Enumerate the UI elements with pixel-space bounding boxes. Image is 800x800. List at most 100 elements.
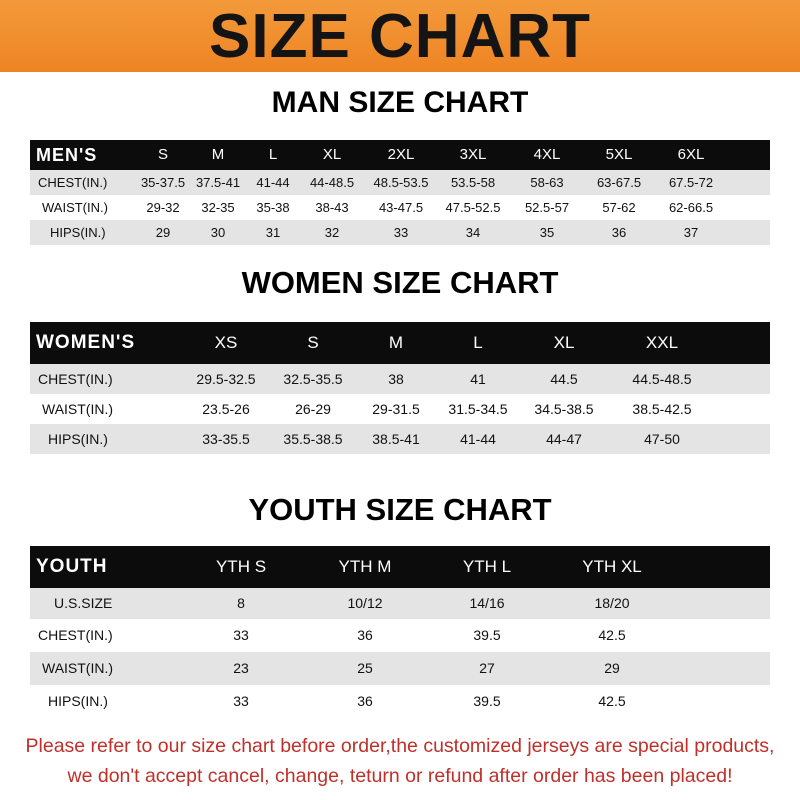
size-value: 38-43 [315, 200, 349, 215]
size-label: 4XL [533, 146, 561, 163]
size-value: 29 [155, 225, 171, 240]
size-value: 39.5 [473, 693, 501, 709]
size-value: 23.5-26 [202, 401, 250, 417]
size-label: XS [214, 333, 238, 352]
size-value: 47.5-52.5 [445, 200, 501, 215]
size-value: 31.5-34.5 [448, 401, 508, 417]
size-value: 18/20 [594, 595, 630, 611]
size-value: 32 [324, 225, 340, 240]
size-value: 52.5-57 [524, 200, 570, 215]
size-value: 37 [683, 225, 699, 240]
size-value: 33 [233, 693, 249, 709]
size-value: 44-48.5 [309, 175, 355, 190]
size-value: 41-44 [460, 431, 496, 447]
size-value: 58-63 [530, 175, 564, 190]
size-value: 8 [237, 595, 245, 611]
size-value: 32.5-35.5 [283, 371, 343, 387]
size-label: M [388, 333, 404, 352]
men-table-row: HIPS(IN.) 29 30 31 32 33 34 35 36 37 [30, 220, 770, 245]
size-value: 27 [479, 660, 495, 676]
size-value: 53.5-58 [450, 175, 496, 190]
size-value: 38.5-42.5 [632, 401, 692, 417]
size-value: 43-47.5 [378, 200, 424, 215]
row-label: CHEST(IN.) [38, 175, 108, 190]
size-value: 33 [233, 627, 249, 643]
size-label: YTH L [462, 557, 512, 576]
size-value: 29-31.5 [372, 401, 420, 417]
size-label: L [268, 146, 278, 163]
footer-notice-line-2: we don't accept cancel, change, teturn o… [67, 765, 733, 787]
youth-table-row: HIPS(IN.) 33 36 39.5 42.5 [30, 685, 770, 717]
size-value: 62-66.5 [668, 200, 714, 215]
size-label: 2XL [387, 146, 415, 163]
women-header-row: WOMEN'S XS S M L XL XXL [30, 322, 770, 364]
size-value: 29.5-32.5 [196, 371, 256, 387]
men-header-row: MEN'S S M L XL 2XL 3XL 4XL 5XL 6XL [30, 140, 770, 170]
size-value: 36 [611, 225, 627, 240]
size-value: 38.5-41 [372, 431, 420, 447]
size-value: 10/12 [347, 595, 383, 611]
size-value: 36 [357, 693, 373, 709]
banner-title: SIZE CHART [209, 2, 591, 71]
size-value: 41-44 [256, 175, 290, 190]
youth-heading: YOUTH SIZE CHART [248, 492, 552, 527]
youth-table-row: U.S.SIZE 8 10/12 14/16 18/20 [30, 588, 770, 619]
size-value: 29 [604, 660, 620, 676]
size-value: 44.5 [550, 371, 578, 387]
size-value: 42.5 [598, 627, 626, 643]
men-table-title: MEN'S [36, 145, 98, 165]
size-label: S [307, 333, 319, 352]
size-value: 42.5 [598, 693, 626, 709]
size-label: 6XL [677, 146, 705, 163]
size-label: S [157, 146, 169, 163]
size-value: 44.5-48.5 [632, 371, 692, 387]
size-value: 33-35.5 [202, 431, 250, 447]
row-label: U.S.SIZE [54, 595, 113, 611]
youth-header-row: YOUTH YTH S YTH M YTH L YTH XL [30, 546, 770, 588]
size-value: 23 [233, 660, 249, 676]
row-label: HIPS(IN.) [48, 693, 108, 709]
size-value: 35-38 [256, 200, 290, 215]
row-label: CHEST(IN.) [38, 371, 113, 387]
size-value: 34 [465, 225, 481, 240]
size-label: YTH M [338, 557, 392, 576]
women-table-title: WOMEN'S [36, 332, 136, 353]
youth-table-row: WAIST(IN.) 23 25 27 29 [30, 652, 770, 685]
size-label: 3XL [459, 146, 487, 163]
size-value: 41 [470, 371, 486, 387]
size-value: 67.5-72 [668, 175, 714, 190]
size-value: 37.5-41 [195, 175, 241, 190]
size-value: 36 [357, 627, 373, 643]
men-table-row: CHEST(IN.) 35-37.5 37.5-41 41-44 44-48.5 48.5… [30, 170, 770, 195]
size-value: 30 [210, 225, 226, 240]
size-value: 32-35 [201, 200, 235, 215]
banner: SIZE CHART [0, 0, 800, 72]
size-label: YTH XL [582, 557, 642, 576]
size-label: 5XL [605, 146, 633, 163]
size-label: M [211, 146, 225, 163]
women-heading: WOMEN SIZE CHART [241, 265, 559, 300]
size-label: YTH S [215, 557, 267, 576]
size-value: 63-67.5 [596, 175, 642, 190]
row-label: WAIST(IN.) [42, 660, 114, 676]
row-label: WAIST(IN.) [42, 200, 108, 215]
row-label: WAIST(IN.) [42, 401, 114, 417]
men-size-table: MEN'S S M L XL 2XL 3XL 4XL 5XL 6XL CHEST(IN.) 35-37… [30, 140, 770, 245]
footer-notice-line-1: Please refer to our size chart before or… [25, 735, 775, 757]
size-value: 31 [265, 225, 281, 240]
size-value: 14/16 [469, 595, 505, 611]
size-label: L [473, 333, 483, 352]
size-value: 35.5-38.5 [283, 431, 343, 447]
youth-table-title: YOUTH [36, 556, 108, 577]
youth-size-table: YOUTH YTH S YTH M YTH L YTH XL U.S.SIZE 8 10/12… [30, 546, 770, 717]
row-label: CHEST(IN.) [38, 627, 113, 643]
size-value: 44-47 [546, 431, 582, 447]
youth-table-row: CHEST(IN.) 33 36 39.5 42.5 [30, 619, 770, 652]
size-value: 25 [357, 660, 373, 676]
row-label: HIPS(IN.) [48, 431, 108, 447]
men-heading: MAN SIZE CHART [271, 86, 529, 119]
size-value: 34.5-38.5 [534, 401, 594, 417]
size-value: 35-37.5 [140, 175, 186, 190]
size-value: 26-29 [295, 401, 331, 417]
size-value: 35 [539, 225, 555, 240]
